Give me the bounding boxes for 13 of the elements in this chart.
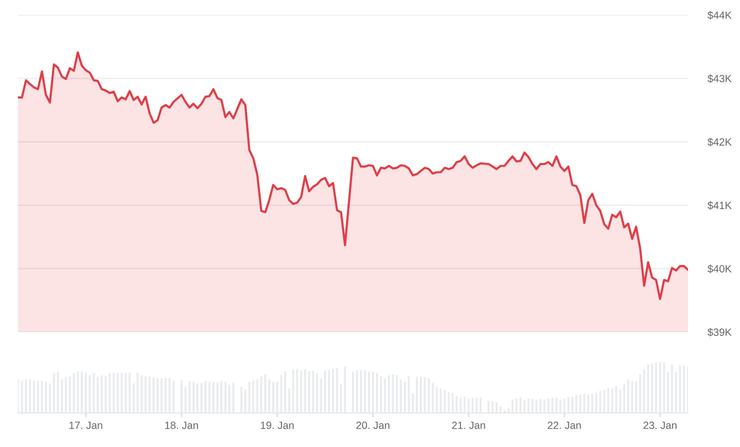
y-tick-label: $44K xyxy=(708,11,732,20)
y-tick-label: $40K xyxy=(708,264,732,274)
y-tick-label: $41K xyxy=(708,201,732,210)
x-tick-label: 17. Jan xyxy=(70,422,102,429)
y-tick-label: $39K xyxy=(708,328,732,336)
x-tick-label: 21. Jan xyxy=(452,422,486,429)
x-tick-label: 22. Jan xyxy=(548,422,581,429)
x-tick-label: 18. Jan xyxy=(165,422,198,429)
x-tick-label: 19. Jan xyxy=(260,422,294,429)
y-tick-label: $42K xyxy=(708,138,732,146)
x-tick-label: 23. Jan xyxy=(644,422,676,429)
y-tick-label: $43K xyxy=(708,74,732,83)
x-tick-label: 20. Jan xyxy=(356,422,390,429)
